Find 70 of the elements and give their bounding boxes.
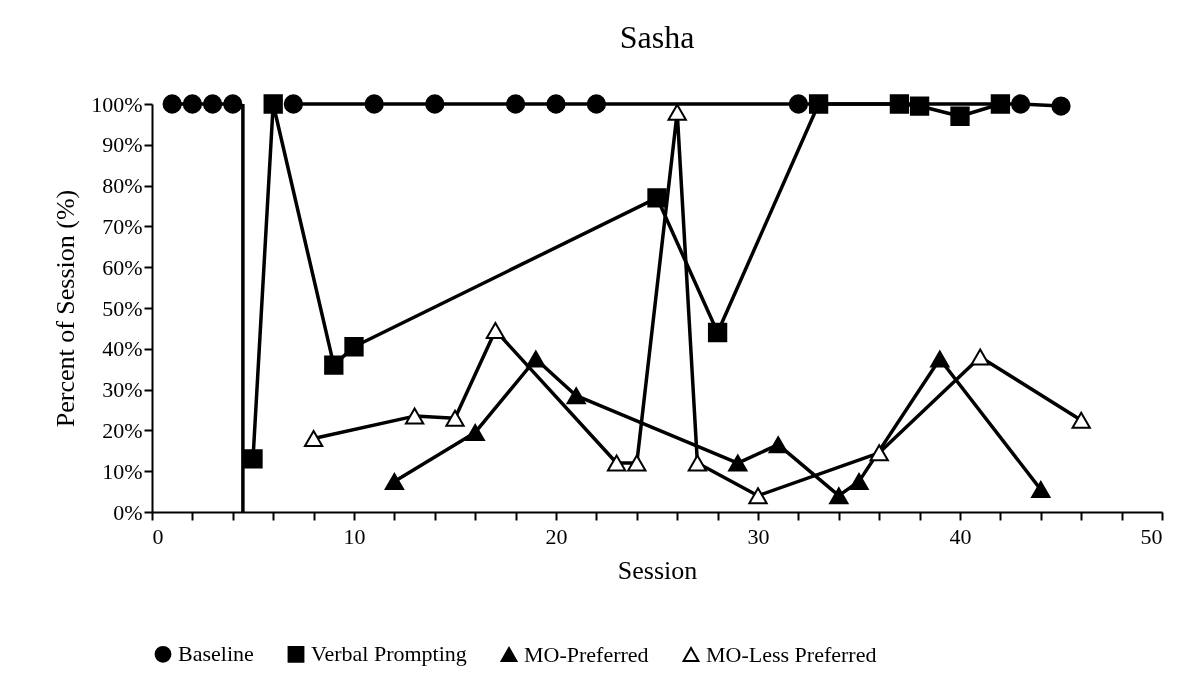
point — [505, 94, 526, 114]
point — [829, 487, 849, 505]
legend-label: MO-Preferred — [524, 641, 649, 667]
point — [687, 454, 708, 472]
x-tick-label: 0 — [152, 523, 164, 549]
y-tick-label: 30% — [102, 377, 143, 403]
x-tick-label: 30 — [747, 523, 770, 549]
legend-label: Baseline — [178, 641, 254, 667]
y-tick-label: 70% — [102, 213, 143, 239]
x-axis-title: Session — [617, 555, 698, 585]
point — [1071, 411, 1091, 429]
point — [404, 407, 425, 425]
point — [950, 106, 970, 126]
point — [263, 94, 283, 114]
y-tick-label: 60% — [102, 254, 143, 280]
point — [748, 487, 768, 505]
y-tick-label: 100% — [91, 91, 143, 117]
legend-label: MO-Less Preferred — [706, 641, 877, 667]
point — [526, 350, 546, 368]
legend-label: Verbal Prompting — [311, 641, 467, 667]
point — [425, 94, 445, 114]
point — [970, 348, 990, 366]
point — [243, 449, 263, 469]
point — [384, 472, 405, 490]
point — [930, 350, 950, 368]
chart-title: Sasha — [619, 19, 695, 56]
point — [303, 430, 324, 448]
point — [728, 454, 748, 472]
point — [808, 94, 829, 114]
y-tick-label: 10% — [102, 458, 143, 484]
point — [667, 103, 687, 121]
point — [546, 94, 566, 114]
point — [283, 94, 304, 114]
point — [223, 94, 243, 114]
point — [1031, 481, 1051, 499]
point — [768, 436, 788, 454]
point — [1010, 94, 1031, 114]
y-tick-label: 50% — [102, 295, 143, 321]
point — [445, 409, 465, 427]
point — [202, 94, 223, 114]
point — [909, 96, 930, 116]
x-tick-label: 10 — [343, 523, 366, 549]
point — [566, 387, 586, 405]
x-tick-label: 20 — [545, 523, 568, 549]
x-tick-label: 40 — [949, 523, 972, 549]
x-tick-label: 50 — [1140, 523, 1163, 549]
point — [707, 322, 728, 343]
point — [485, 321, 506, 339]
y-axis-title: Percent of Session (%) — [51, 189, 81, 428]
point — [586, 94, 607, 114]
point — [889, 94, 910, 114]
point — [364, 94, 384, 114]
y-tick-label: 20% — [102, 417, 143, 443]
y-tick-label: 40% — [102, 336, 143, 362]
point — [182, 94, 203, 114]
point — [990, 94, 1011, 114]
point — [606, 454, 627, 472]
point — [647, 188, 667, 208]
point — [344, 337, 364, 357]
point — [465, 423, 485, 441]
point — [162, 94, 182, 114]
point — [627, 454, 647, 472]
point — [1051, 96, 1071, 116]
y-tick-label: 80% — [102, 173, 143, 199]
y-tick-label: 0% — [113, 499, 143, 525]
point — [324, 355, 344, 375]
point — [788, 94, 809, 114]
point — [849, 472, 869, 490]
y-tick-label: 90% — [102, 132, 143, 158]
point — [869, 444, 889, 462]
